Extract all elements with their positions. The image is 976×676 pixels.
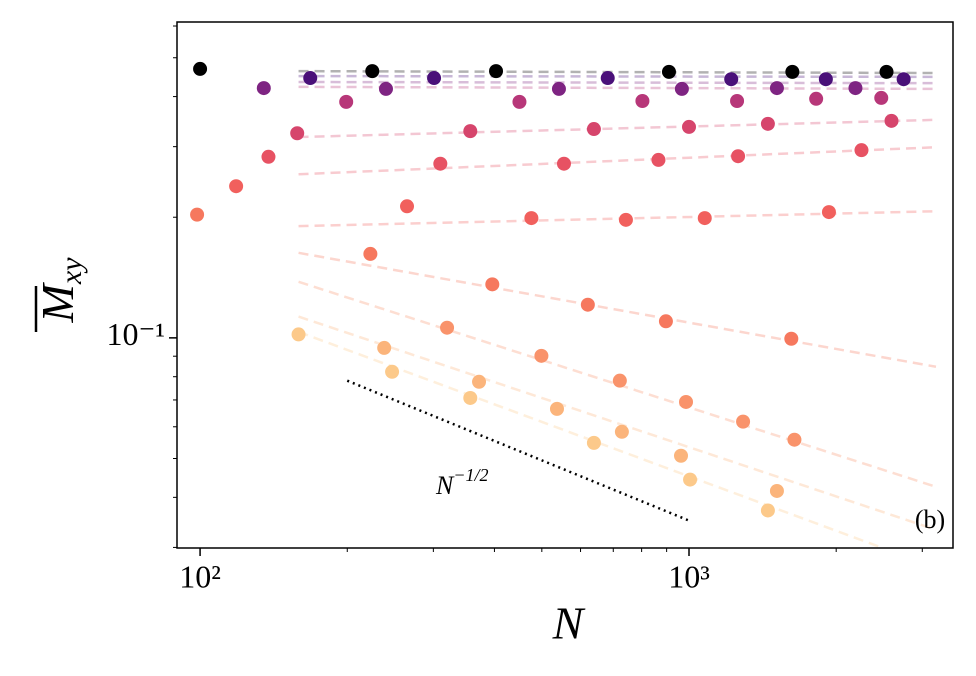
point (658, 314, 673, 329)
point (821, 205, 836, 220)
panel-label: (b) (915, 505, 945, 534)
point (697, 211, 712, 226)
point (229, 179, 244, 194)
point (580, 297, 595, 312)
point (760, 503, 775, 518)
point (769, 81, 784, 96)
fit-line (298, 209, 937, 228)
y-tick-label: 10⁻¹ (107, 316, 165, 352)
point (682, 119, 697, 134)
point (290, 126, 305, 141)
point (896, 72, 911, 87)
y-label-base: Mxy (32, 257, 88, 324)
annotation: N−1/2 (435, 465, 489, 500)
fit-line (298, 69, 936, 75)
fit-line (298, 145, 937, 176)
point (618, 212, 633, 227)
fit-line (298, 330, 887, 548)
point (378, 81, 393, 96)
point (730, 93, 745, 108)
point (489, 64, 504, 79)
y-axis-label: Mxy (32, 257, 88, 332)
point (440, 320, 455, 335)
point (549, 401, 564, 416)
point (377, 340, 392, 355)
point (683, 472, 698, 487)
point (433, 156, 448, 171)
point (512, 94, 527, 109)
point (787, 432, 802, 447)
y-label-sub: xy (55, 257, 88, 285)
point (769, 483, 784, 498)
fit-line (298, 251, 937, 369)
point (736, 414, 751, 429)
point (261, 149, 276, 164)
point (291, 327, 306, 342)
point (724, 72, 739, 87)
point (551, 81, 566, 96)
point (879, 64, 894, 79)
fit-line (298, 85, 936, 91)
point (524, 211, 539, 226)
point (363, 246, 378, 261)
point (818, 72, 833, 87)
x-tick-label: 10² (179, 558, 221, 594)
fit-lines (298, 69, 937, 548)
point (485, 277, 500, 292)
point (635, 93, 650, 108)
point (385, 364, 400, 379)
point (651, 152, 666, 167)
point (303, 71, 318, 86)
point (854, 143, 869, 158)
point (614, 424, 629, 439)
point (760, 116, 775, 131)
points (190, 61, 911, 518)
point (673, 448, 688, 463)
point (784, 331, 799, 346)
point (400, 199, 415, 214)
point (586, 435, 601, 450)
point (874, 90, 889, 105)
fit-line (298, 74, 936, 79)
point (365, 64, 380, 79)
point (586, 122, 601, 137)
point (556, 156, 571, 171)
fit-line (298, 118, 937, 139)
point (600, 71, 615, 86)
point (731, 149, 746, 164)
plot-frame (176, 21, 954, 549)
point (339, 94, 354, 109)
point (848, 81, 863, 96)
point (612, 373, 627, 388)
point (463, 390, 478, 405)
annotation-base: N (435, 471, 455, 500)
point (463, 124, 478, 139)
point (427, 71, 442, 86)
reference-line (346, 379, 690, 522)
point (785, 64, 800, 79)
y-label-m: M (32, 281, 83, 323)
point (809, 91, 824, 106)
point (661, 64, 676, 79)
point (674, 81, 689, 96)
point (472, 374, 487, 389)
fit-line (298, 315, 937, 531)
x-axis-label: N (552, 598, 586, 649)
fit-line (298, 80, 936, 85)
point (884, 113, 899, 128)
point (679, 394, 694, 409)
x-tick-label: 10³ (668, 558, 710, 594)
point (256, 81, 271, 96)
point (193, 61, 208, 76)
point (534, 348, 549, 363)
annotation-exp: −1/2 (453, 465, 488, 485)
point (190, 207, 205, 222)
